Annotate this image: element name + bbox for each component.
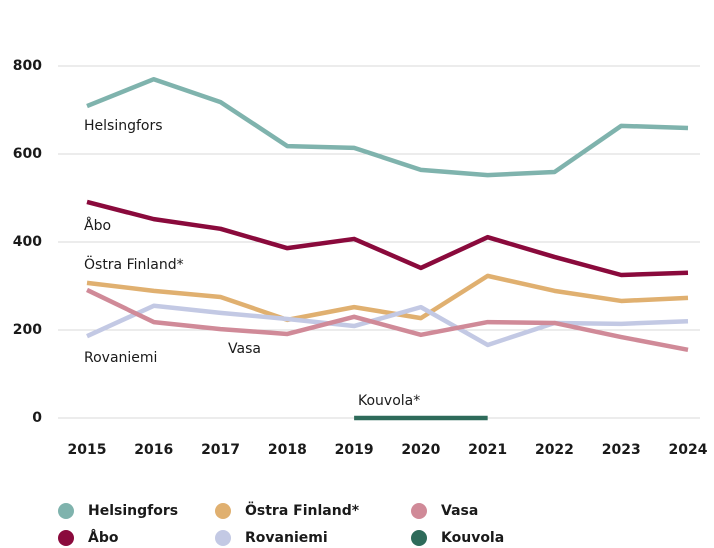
y-tick-label: 400 [13,234,42,250]
annotation: Helsingfors [84,118,163,134]
annotation: Kouvola* [358,393,420,409]
x-tick-label: 2024 [669,442,708,458]
annotation: Åbo [84,217,111,234]
legend-swatch [58,530,74,546]
series-line [86,287,689,353]
legend-label: Östra Finland* [245,501,360,519]
series-line [86,199,689,278]
legend-label: Vasa [441,503,478,519]
x-tick-label: 2018 [268,442,307,458]
x-tick-label: 2019 [335,442,374,458]
legend-label: Helsingfors [88,503,178,519]
legend-swatch [215,530,231,546]
x-tick-label: 2023 [602,442,641,458]
x-tick-label: 2020 [401,442,440,458]
x-tick-label: 2021 [468,442,507,458]
x-tick-label: 2016 [134,442,173,458]
legend-label: Rovaniemi [245,530,328,546]
series-line [86,273,689,323]
legend-swatch [411,503,427,519]
annotation: Östra Finland* [84,255,184,273]
x-tick-label: 2017 [201,442,240,458]
legend-swatch [411,530,427,546]
annotation: Vasa [228,341,261,357]
y-tick-label: 600 [13,146,42,162]
y-tick-label: 200 [13,322,42,338]
y-tick-label: 800 [13,58,42,74]
series-line [86,303,689,348]
y-tick-label: 0 [32,410,42,426]
legend-swatch [215,503,231,519]
legend-swatch [58,503,74,519]
x-tick-label: 2022 [535,442,574,458]
annotation: Rovaniemi [84,350,157,366]
legend-label: Kouvola [441,530,504,546]
series-line [86,76,689,178]
x-tick-label: 2015 [68,442,107,458]
legend-label: Åbo [88,529,119,546]
